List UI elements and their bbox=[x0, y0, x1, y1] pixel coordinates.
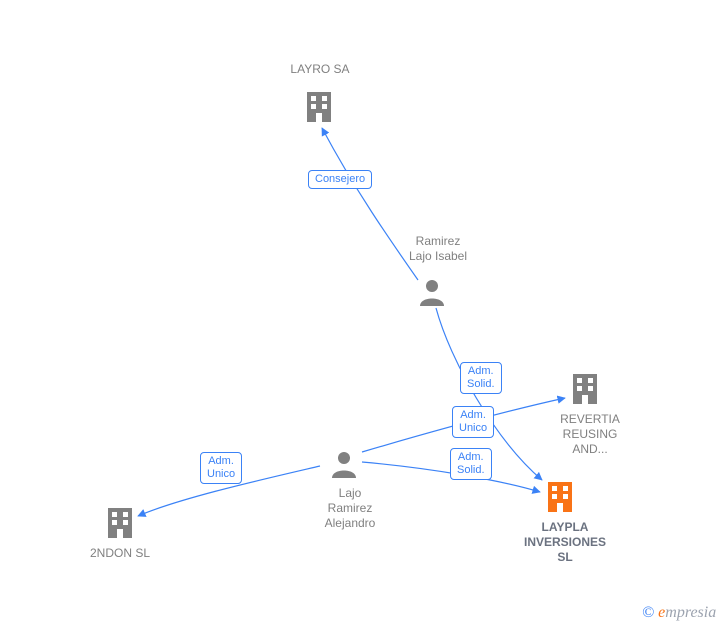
node-label-layro[interactable]: LAYRO SA bbox=[270, 62, 370, 77]
company-icon-2ndon[interactable] bbox=[105, 506, 135, 543]
edge-label-adm-unico-1: Adm. Unico bbox=[452, 406, 494, 438]
node-label-laypla[interactable]: LAYPLA INVERSIONES SL bbox=[505, 520, 625, 565]
person-icon-isabel[interactable] bbox=[418, 278, 446, 309]
company-icon-layro[interactable] bbox=[304, 90, 334, 127]
edge-label-adm-solid-1: Adm. Solid. bbox=[460, 362, 502, 394]
node-label-revertia[interactable]: REVERTIA REUSING AND... bbox=[540, 412, 640, 457]
edge-label-consejero: Consejero bbox=[308, 170, 372, 189]
watermark-rest: mpresia bbox=[665, 604, 716, 621]
person-icon-alejandro[interactable] bbox=[330, 450, 358, 481]
watermark: © empresia bbox=[642, 604, 716, 622]
node-label-alejandro[interactable]: Lajo Ramirez Alejandro bbox=[300, 486, 400, 531]
node-label-2ndon[interactable]: 2NDON SL bbox=[70, 546, 170, 561]
edge-label-adm-unico-2: Adm. Unico bbox=[200, 452, 242, 484]
node-label-isabel[interactable]: Ramirez Lajo Isabel bbox=[388, 234, 488, 264]
copyright-icon: © bbox=[642, 604, 654, 621]
company-icon-laypla[interactable] bbox=[545, 480, 575, 517]
company-icon-revertia[interactable] bbox=[570, 372, 600, 409]
edge-label-adm-solid-2: Adm. Solid. bbox=[450, 448, 492, 480]
